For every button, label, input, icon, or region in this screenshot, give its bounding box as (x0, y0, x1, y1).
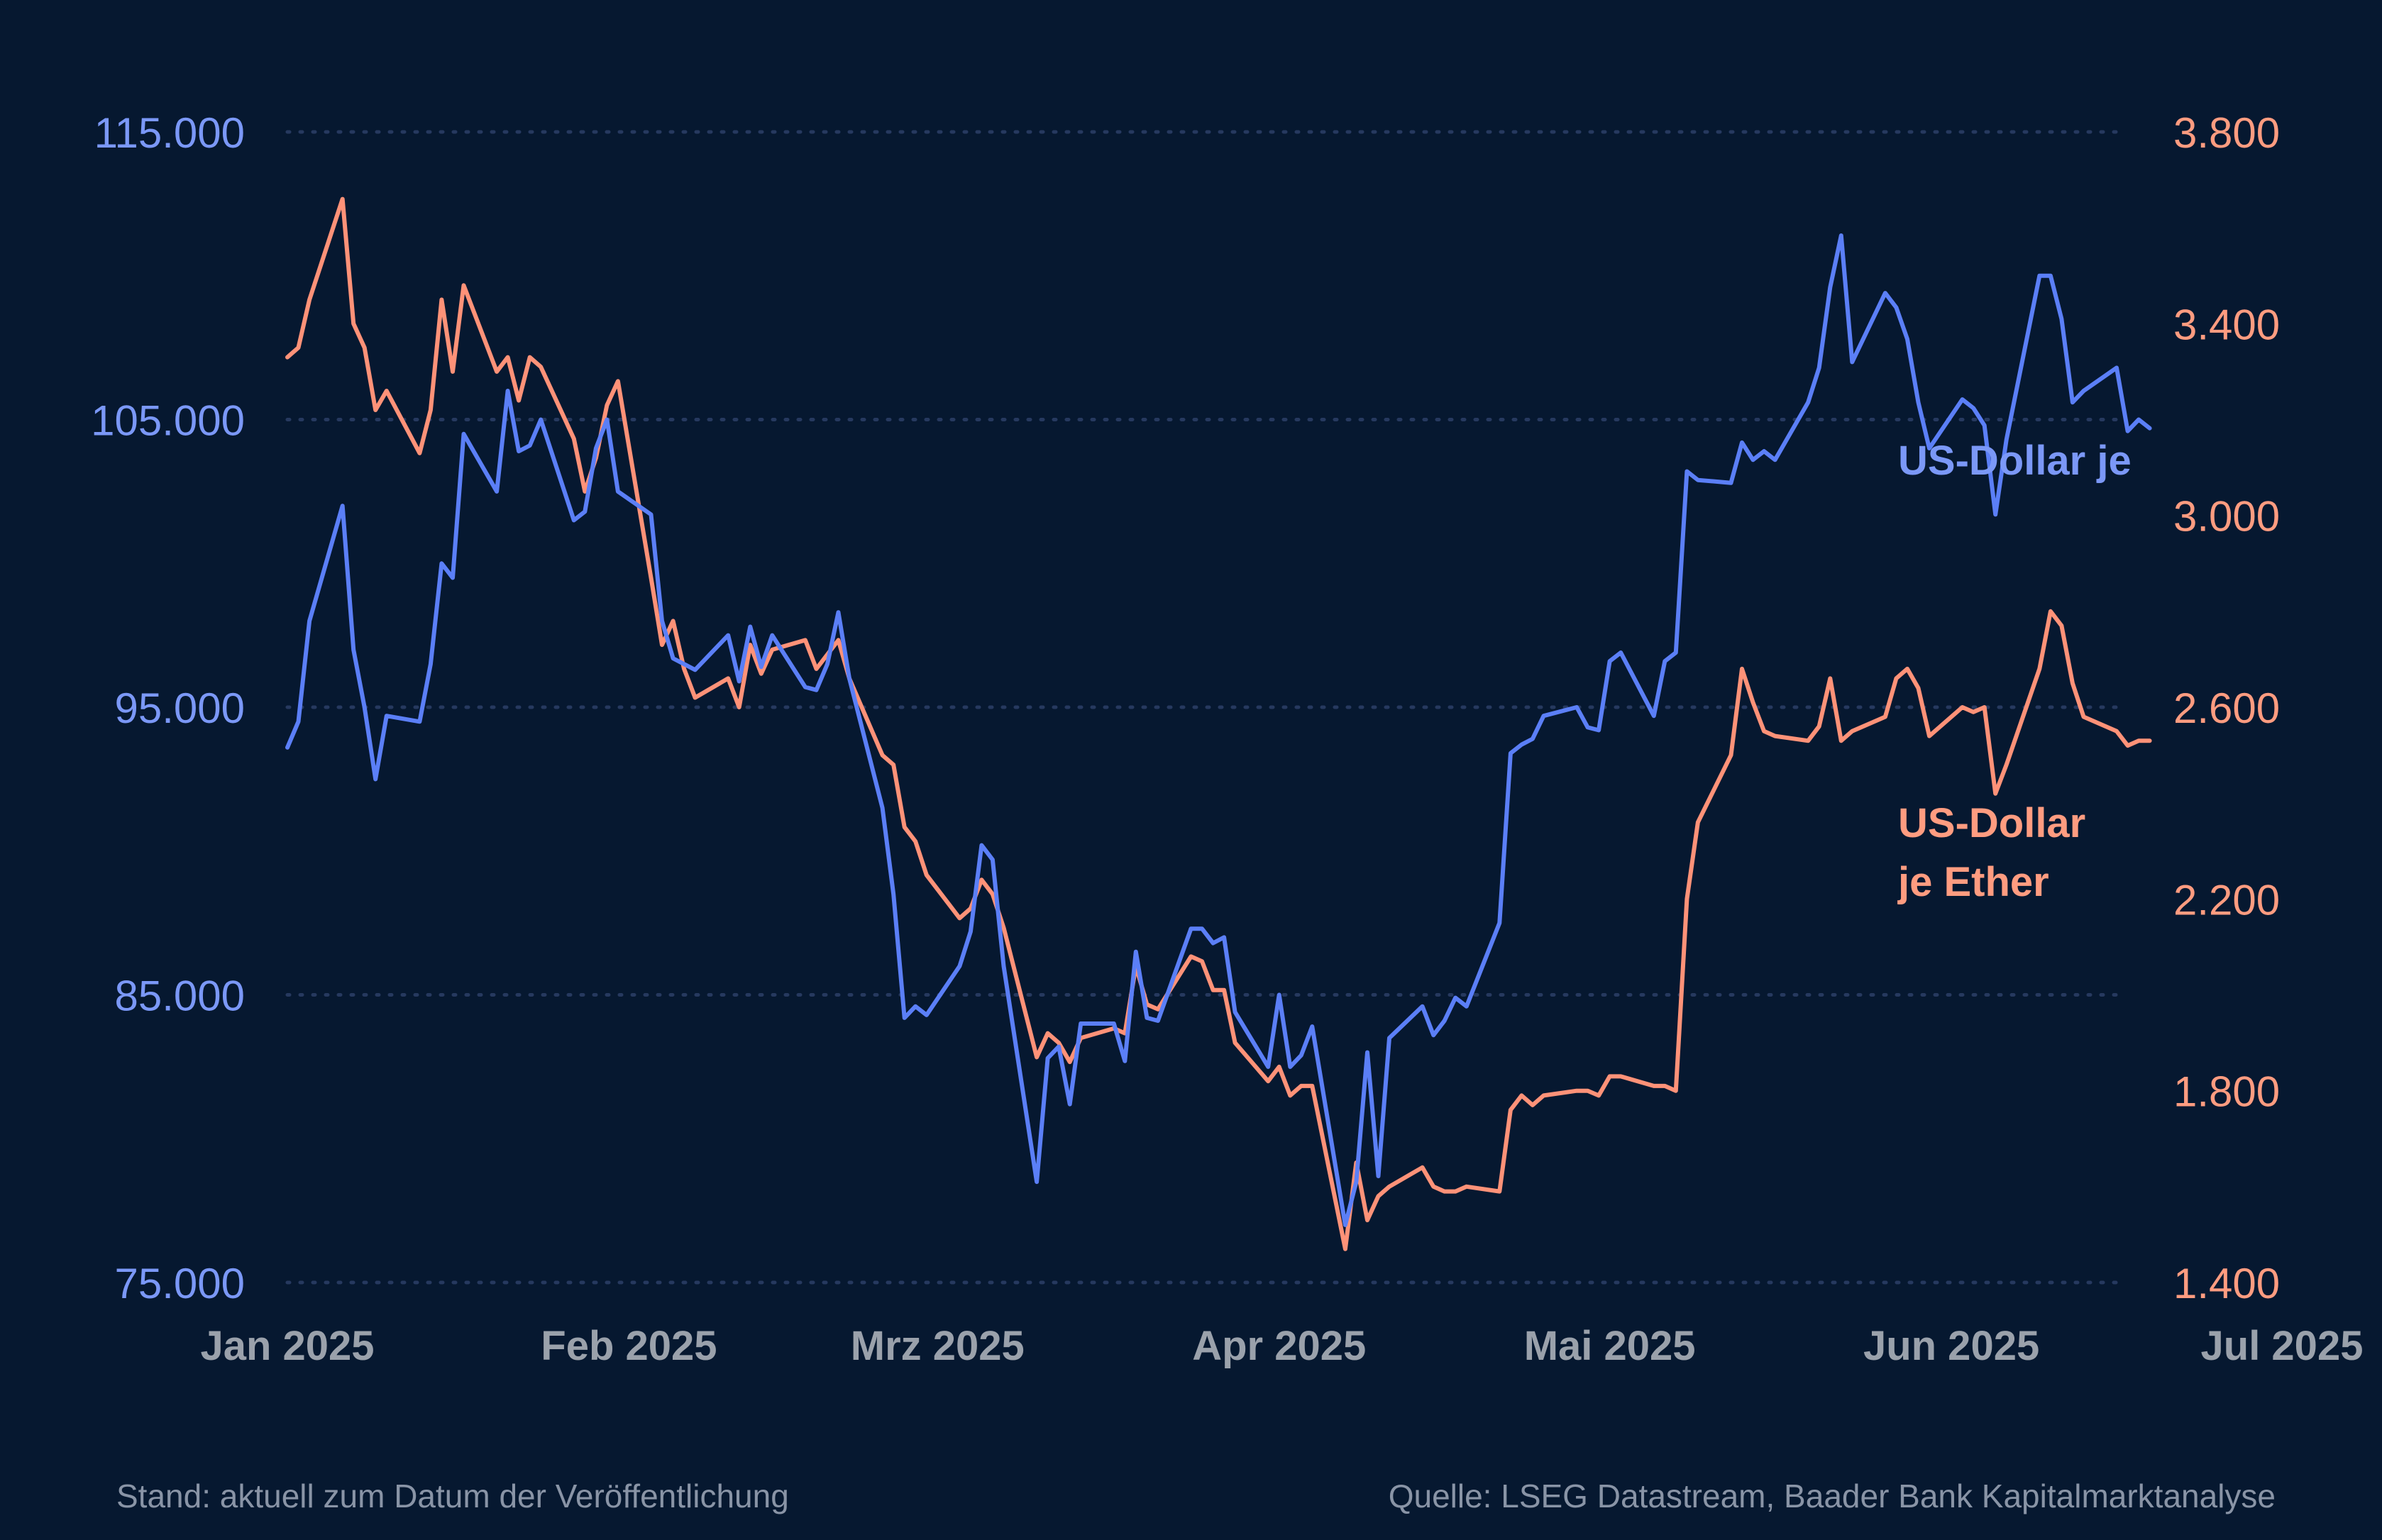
x-axis-tick-label: Feb 2025 (541, 1323, 717, 1369)
x-axis-tick-label: Mrz 2025 (851, 1323, 1025, 1369)
series-lines (285, 196, 2152, 1251)
x-axis-tick-label: Jul 2025 (2201, 1323, 2364, 1369)
x-axis-tick-label: Jan 2025 (200, 1323, 374, 1369)
x-axis-tick-label: Apr 2025 (1192, 1323, 1366, 1369)
x-axis-tick-label: Jun 2025 (1863, 1323, 2039, 1369)
left-axis-tick-label: 85.000 (114, 973, 245, 1020)
series-labels: US-Dollar je US-Dollar je Ether (1897, 438, 2132, 905)
ether-series-label: US-Dollar (1898, 800, 2085, 846)
x-axis-tick-label: Mai 2025 (1524, 1323, 1696, 1369)
bitcoin-series-label: US-Dollar je (1898, 438, 2132, 484)
left-y-axis: 75.000 85.000 95.000 105.000 115.000 (91, 109, 245, 1307)
right-y-axis: 1.400 1.800 2.200 2.600 3.000 3.400 3.800 (2173, 109, 2280, 1307)
x-axis: Jan 2025 Feb 2025 Mrz 2025 Apr 2025 Mai 2025… (200, 1323, 2363, 1369)
right-axis-tick-label: 3.800 (2173, 109, 2280, 157)
right-axis-tick-label: 1.400 (2173, 1260, 2280, 1307)
bitcoin-price-line (285, 233, 2152, 1227)
ether-series-label: je Ether (1897, 859, 2049, 905)
left-axis-tick-label: 105.000 (91, 397, 245, 445)
right-axis-tick-label: 2.200 (2173, 876, 2280, 924)
right-axis-tick-label: 1.800 (2173, 1068, 2280, 1116)
left-axis-tick-label: 115.000 (94, 109, 245, 157)
footer-date-note: Stand: aktuell zum Datum der Veröffentli… (116, 1478, 789, 1514)
ether-price-line (285, 196, 2152, 1251)
grid-lines (285, 130, 2127, 1285)
right-axis-tick-label: 3.400 (2173, 301, 2280, 348)
right-axis-tick-label: 3.000 (2173, 493, 2280, 541)
right-axis-tick-label: 2.600 (2173, 685, 2280, 732)
left-axis-tick-label: 95.000 (114, 685, 245, 732)
left-axis-tick-label: 75.000 (114, 1260, 245, 1307)
footer-source-note: Quelle: LSEG Datastream, Baader Bank Kap… (1388, 1478, 2276, 1514)
